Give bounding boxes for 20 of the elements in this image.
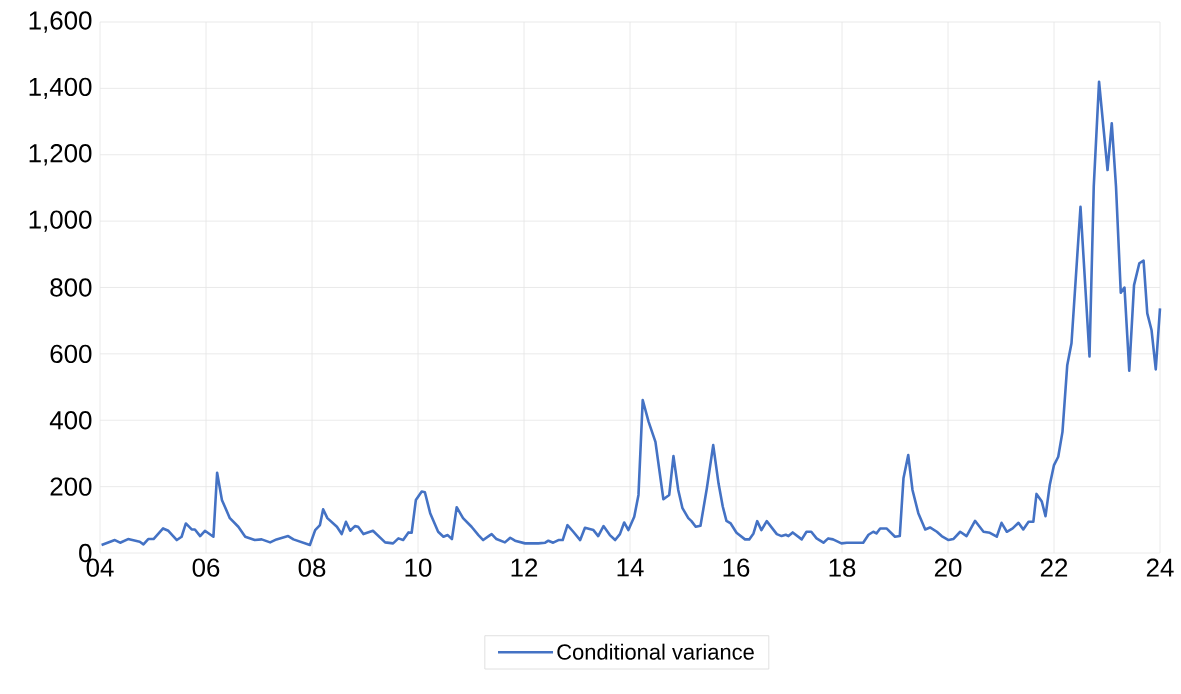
y-tick-label: 200 — [50, 477, 92, 496]
x-tick-label: 10 — [405, 558, 432, 577]
x-tick-label: 14 — [617, 558, 644, 577]
y-tick-label: 600 — [50, 344, 92, 364]
y-tick-label: 1,200 — [29, 144, 92, 166]
y-tick-label: 1,000 — [29, 210, 92, 232]
y-tick-label: 800 — [50, 278, 92, 297]
x-tick-label: 18 — [829, 558, 856, 577]
line-series — [100, 80, 1162, 547]
y-tick-label: 1,600 — [29, 11, 92, 33]
x-tick-label: 24 — [1146, 558, 1174, 577]
x-tick-label: 06 — [192, 558, 220, 577]
x-tick-label: 08 — [298, 558, 326, 577]
y-tick-label: 1,400 — [29, 77, 92, 100]
x-tick-label: 12 — [511, 558, 538, 577]
x-tick-label: 20 — [934, 558, 962, 577]
x-tick-label: 22 — [1040, 558, 1068, 577]
x-tick-label: 16 — [723, 558, 750, 577]
legend-label: Conditional variance — [557, 643, 754, 660]
y-tick-label: 400 — [49, 411, 92, 430]
